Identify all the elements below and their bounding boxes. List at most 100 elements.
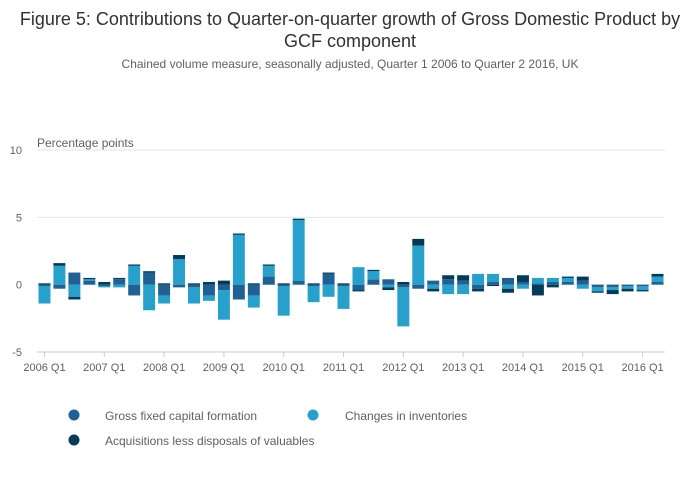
bar-inventories[interactable] [367,271,380,280]
bar-gfcf[interactable] [457,280,470,285]
bar-valuables[interactable] [53,263,66,266]
bar-gfcf[interactable] [53,284,66,289]
bar-valuables[interactable] [247,283,260,285]
bar-gfcf[interactable] [113,279,126,285]
bar-valuables[interactable] [98,281,111,285]
bar-inventories[interactable] [173,259,186,285]
bar-inventories[interactable] [502,284,514,289]
bar-inventories[interactable] [292,220,305,281]
bar-valuables[interactable] [516,275,529,282]
bar-valuables[interactable] [188,283,200,285]
bar-valuables[interactable] [292,218,305,221]
bar-inventories[interactable] [53,265,66,285]
bar-inventories[interactable] [457,284,470,295]
bar-valuables[interactable] [591,291,604,293]
bar-inventories[interactable] [83,279,96,281]
bar-gfcf[interactable] [232,284,245,300]
bar-gfcf[interactable] [412,284,425,289]
bar-valuables[interactable] [531,284,544,296]
bar-gfcf[interactable] [367,279,380,285]
bar-inventories[interactable] [128,265,141,285]
bar-gfcf[interactable] [561,281,574,285]
bar-valuables[interactable] [636,290,649,292]
bar-inventories[interactable] [546,277,559,282]
bar-inventories[interactable] [322,284,335,297]
bar-valuables[interactable] [262,264,275,266]
bar-gfcf[interactable] [516,281,529,285]
bar-valuables[interactable] [38,283,51,285]
bar-valuables[interactable] [232,233,245,235]
bar-valuables[interactable] [606,290,619,295]
legend-item-inventories[interactable]: Changes in inventories [307,409,468,423]
bar-inventories[interactable] [382,284,395,288]
bar-valuables[interactable] [546,284,559,288]
bar-inventories[interactable] [636,286,649,291]
bar-valuables[interactable] [68,296,81,300]
bar-inventories[interactable] [98,286,111,288]
bar-valuables[interactable] [143,271,156,273]
bar-gfcf[interactable] [322,273,335,285]
bar-inventories[interactable] [247,295,260,308]
bar-gfcf[interactable] [352,284,365,291]
bar-gfcf[interactable] [397,284,410,288]
bar-inventories[interactable] [217,290,230,320]
bar-inventories[interactable] [606,287,619,291]
bar-inventories[interactable] [472,273,485,285]
bar-gfcf[interactable] [262,276,275,285]
bar-gfcf[interactable] [188,284,200,288]
bar-gfcf[interactable] [337,284,350,287]
bar-gfcf[interactable] [591,284,604,288]
bar-valuables[interactable] [502,288,514,293]
bar-inventories[interactable] [143,284,156,311]
bar-inventories[interactable] [202,295,215,301]
bar-valuables[interactable] [337,283,350,285]
bar-valuables[interactable] [412,238,425,246]
bar-gfcf[interactable] [217,284,230,291]
bar-valuables[interactable] [83,277,96,280]
bar-valuables[interactable] [382,287,395,291]
bar-valuables[interactable] [576,276,589,281]
bar-gfcf[interactable] [158,284,171,296]
bar-gfcf[interactable] [143,272,156,285]
bar-gfcf[interactable] [442,279,455,285]
bar-valuables[interactable] [442,275,455,280]
bar-gfcf[interactable] [576,280,589,285]
bar-valuables[interactable] [352,290,365,292]
legend-item-gfcf[interactable]: Gross fixed capital formation [68,409,258,423]
bar-gfcf[interactable] [606,284,619,288]
bar-valuables[interactable] [173,255,186,260]
bar-inventories[interactable] [307,286,320,303]
bar-inventories[interactable] [442,284,455,295]
bar-gfcf[interactable] [382,279,395,285]
bar-valuables[interactable] [277,283,290,285]
bar-gfcf[interactable] [83,280,96,285]
bar-inventories[interactable] [352,267,365,285]
bar-inventories[interactable] [397,287,410,327]
bar-gfcf[interactable] [621,284,634,287]
bar-valuables[interactable] [322,272,335,274]
bar-gfcf[interactable] [651,281,664,285]
bar-gfcf[interactable] [487,281,500,285]
bar-gfcf[interactable] [173,284,186,288]
bar-inventories[interactable] [621,286,634,289]
bar-gfcf[interactable] [502,277,514,285]
bar-gfcf[interactable] [128,284,141,296]
bar-gfcf[interactable] [202,284,215,296]
bar-gfcf[interactable] [427,280,440,285]
bar-inventories[interactable] [516,284,529,289]
bar-gfcf[interactable] [292,280,305,285]
bar-inventories[interactable] [188,287,200,304]
bar-inventories[interactable] [38,286,51,304]
bar-valuables[interactable] [397,281,410,285]
bar-gfcf[interactable] [472,284,485,289]
bar-inventories[interactable] [531,277,544,284]
bar-inventories[interactable] [262,265,275,277]
bar-inventories[interactable] [232,234,245,285]
bar-valuables[interactable] [217,280,230,285]
bar-inventories[interactable] [113,284,126,288]
bar-gfcf[interactable] [247,284,260,296]
bar-valuables[interactable] [561,276,574,278]
bar-gfcf[interactable] [307,284,320,287]
bar-inventories[interactable] [561,277,574,282]
bar-inventories[interactable] [158,295,171,304]
